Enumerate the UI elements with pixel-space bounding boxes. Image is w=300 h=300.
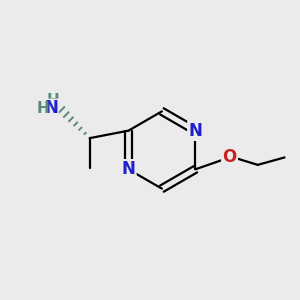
Text: H: H — [37, 101, 49, 116]
Text: N: N — [188, 122, 202, 140]
Text: N: N — [122, 160, 135, 178]
Text: N: N — [44, 99, 58, 117]
Text: O: O — [222, 148, 237, 166]
Text: H: H — [46, 93, 59, 108]
